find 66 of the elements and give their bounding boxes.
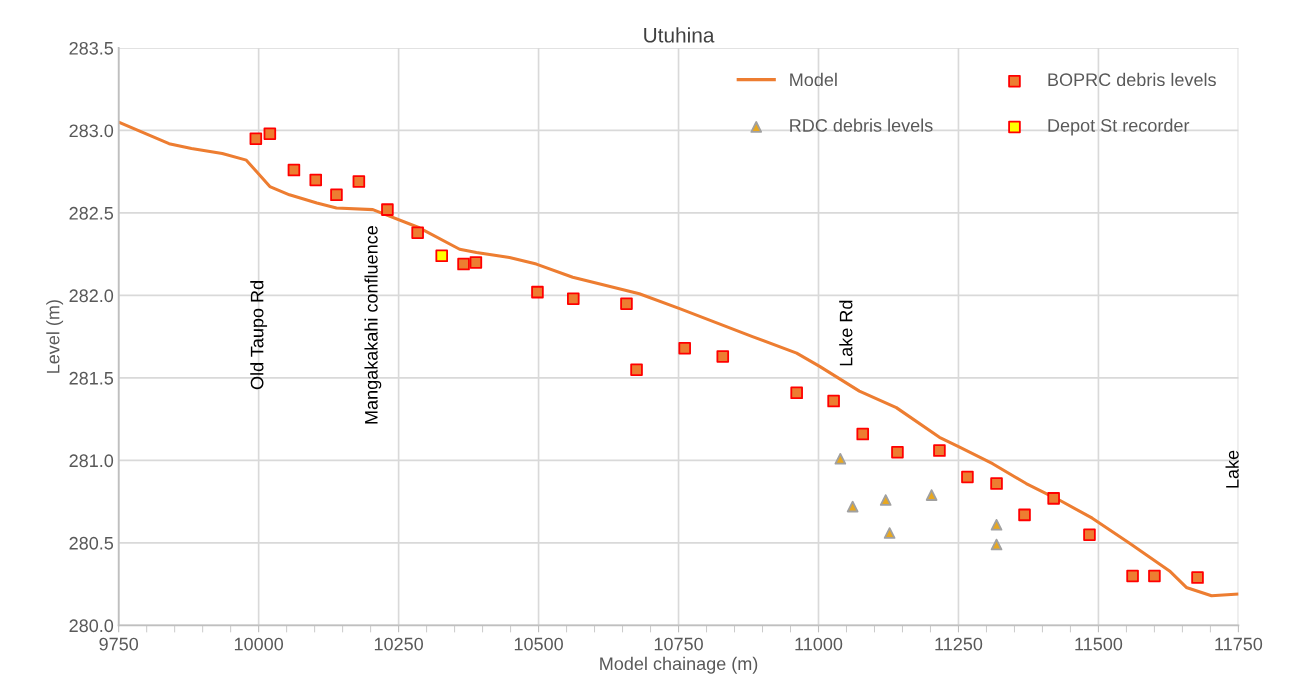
point — [1047, 492, 1060, 505]
point — [856, 427, 870, 441]
chart-title: Utuhina — [644, 27, 715, 43]
annotation: Mangakakahi confluence — [364, 226, 382, 424]
y-tick-label: 280.5 — [69, 536, 114, 550]
point — [990, 518, 1003, 531]
y-tick-label: 282.0 — [69, 289, 114, 303]
x-tick-label: 10000 — [234, 637, 284, 651]
point — [630, 363, 643, 376]
point — [330, 188, 343, 202]
x-axis-title: Model chainage (m) — [600, 656, 758, 674]
point — [883, 527, 896, 539]
point — [309, 173, 323, 187]
point — [716, 350, 730, 363]
point — [933, 444, 946, 457]
legend-label: Depot St recorder — [1048, 118, 1190, 136]
point — [990, 477, 1003, 490]
x-tick-label: 10500 — [514, 637, 563, 651]
point — [567, 292, 580, 306]
point — [990, 538, 1003, 551]
point — [469, 256, 483, 269]
point — [961, 470, 974, 484]
point — [263, 127, 277, 141]
y-tick-label: 281.5 — [69, 371, 114, 385]
point — [1018, 508, 1031, 522]
point — [1191, 571, 1204, 584]
point — [411, 226, 424, 240]
x-tick-label: 10250 — [374, 637, 424, 651]
point — [678, 341, 691, 355]
x-tick-label: 9750 — [99, 637, 139, 651]
y-tick-label: 283.0 — [69, 124, 114, 138]
point — [925, 489, 938, 501]
line-series — [118, 120, 1239, 598]
x-tick-label: 11000 — [795, 637, 843, 651]
y-tick-label: 283.5 — [69, 41, 114, 55]
annotation: Lake Rd — [839, 300, 853, 366]
y-axis-title: Level (m) — [46, 300, 64, 373]
point — [790, 386, 803, 400]
point — [381, 203, 394, 216]
point — [879, 494, 892, 506]
point — [435, 249, 449, 263]
y-tick-label: 281.0 — [69, 454, 114, 468]
legend-label: Model — [790, 72, 837, 87]
annotation: Old Taupo Rd — [250, 281, 268, 390]
point — [1083, 528, 1096, 541]
legend-label: BOPRC debris levels — [1048, 72, 1216, 87]
point — [620, 297, 633, 310]
point — [287, 163, 301, 177]
point — [249, 132, 263, 145]
point — [891, 445, 904, 459]
point — [846, 500, 859, 513]
point — [834, 452, 847, 465]
y-tick-label: 282.5 — [69, 206, 114, 220]
x-tick-label: 11250 — [935, 637, 983, 651]
annotation: Lake — [1225, 450, 1239, 488]
point — [457, 257, 470, 271]
point — [1126, 569, 1139, 583]
legend-label: RDC debris levels — [790, 118, 933, 132]
point — [531, 285, 544, 299]
point — [827, 394, 840, 408]
x-tick-label: 11500 — [1075, 637, 1123, 651]
y-tick-label: 280.0 — [69, 619, 114, 633]
x-tick-label: 11750 — [1215, 637, 1263, 651]
point — [352, 175, 366, 188]
x-tick-label: 10750 — [654, 637, 703, 651]
point — [1148, 569, 1161, 583]
